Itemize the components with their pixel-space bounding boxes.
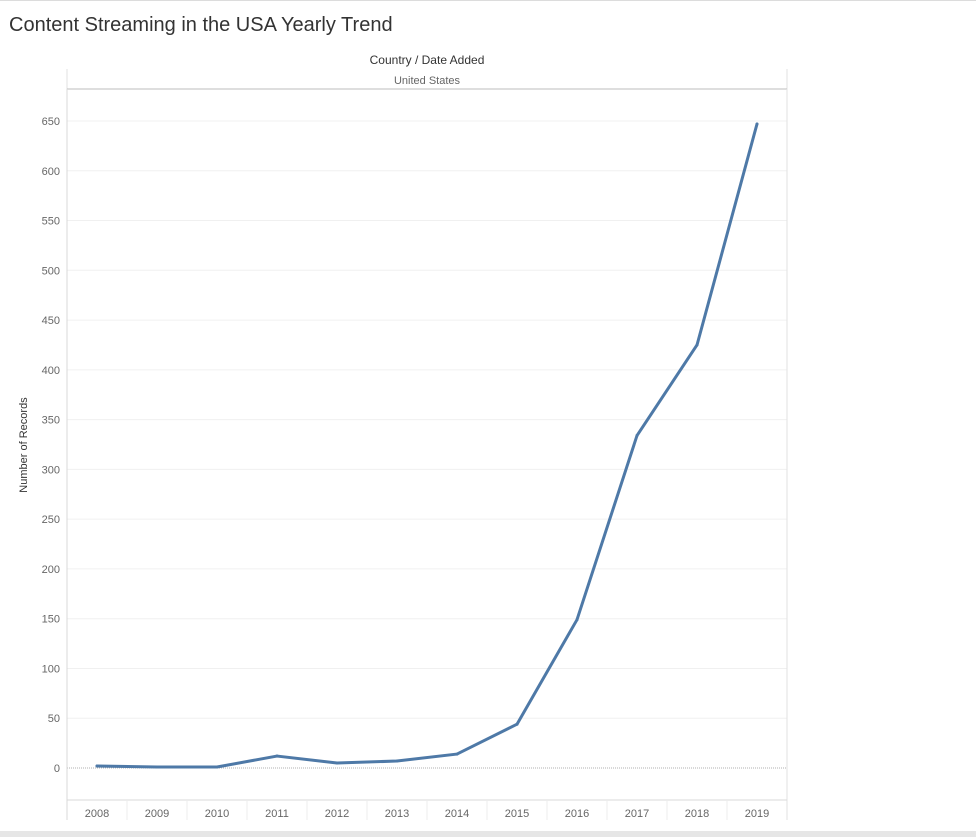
- x-axis-ticks: 2008 2009 2010 2011 2012 2013 2014 2015 2016 2017…: [85, 800, 769, 820]
- series-group: [95, 122, 759, 769]
- y-axis-ticks: 0 50 100 150 200 250 300 350 400 450 500 550 600 650: [42, 116, 60, 775]
- x-tick-label: 2019: [745, 808, 769, 820]
- y-tick-label: 450: [42, 315, 60, 327]
- y-tick-label: 500: [42, 265, 60, 277]
- x-tick-label: 2012: [325, 808, 349, 820]
- y-axis-title: Number of Records: [18, 397, 30, 493]
- data-point: [335, 761, 339, 765]
- data-point: [515, 722, 519, 726]
- data-point: [695, 343, 699, 347]
- y-tick-label: 50: [48, 713, 60, 725]
- data-point: [575, 618, 579, 622]
- header-group: Country / Date Added United States: [66, 53, 788, 90]
- data-point: [455, 752, 459, 756]
- x-tick-label: 2011: [265, 808, 289, 820]
- y-tick-label: 650: [42, 116, 60, 128]
- y-tick-label: 350: [42, 415, 60, 427]
- y-tick-label: 150: [42, 614, 60, 626]
- x-tick-label: 2017: [625, 808, 649, 820]
- y-tick-label: 200: [42, 564, 60, 576]
- series-line: [95, 122, 759, 769]
- top-divider: [0, 0, 976, 1]
- x-tick-label: 2014: [445, 808, 469, 820]
- data-point: [275, 754, 279, 758]
- y-tick-label: 550: [42, 216, 60, 228]
- data-point: [95, 764, 99, 768]
- x-tick-label: 2013: [385, 808, 409, 820]
- x-tick-label: 2015: [505, 808, 529, 820]
- data-point: [155, 765, 159, 769]
- y-tick-label: 300: [42, 464, 60, 476]
- x-tick-label: 2010: [205, 808, 229, 820]
- header-title: Country / Date Added: [370, 53, 485, 67]
- x-tick-label: 2018: [685, 808, 709, 820]
- data-point: [395, 759, 399, 763]
- plot-frame: [66, 89, 788, 820]
- data-point: [635, 434, 639, 438]
- x-tick-label: 2008: [85, 808, 109, 820]
- data-point: [215, 765, 219, 769]
- y-tick-label: 100: [42, 663, 60, 675]
- y-tick-label: 250: [42, 514, 60, 526]
- x-tick-label: 2009: [145, 808, 169, 820]
- gridlines: [67, 120, 787, 769]
- bottom-scroll-strip: [0, 831, 976, 837]
- page-title: Content Streaming in the USA Yearly Tren…: [9, 14, 393, 36]
- y-tick-label: 600: [42, 166, 60, 178]
- data-point: [755, 122, 759, 126]
- y-tick-label: 0: [54, 763, 60, 775]
- x-tick-label: 2016: [565, 808, 589, 820]
- y-tick-label: 400: [42, 365, 60, 377]
- header-subtitle: United States: [394, 75, 461, 87]
